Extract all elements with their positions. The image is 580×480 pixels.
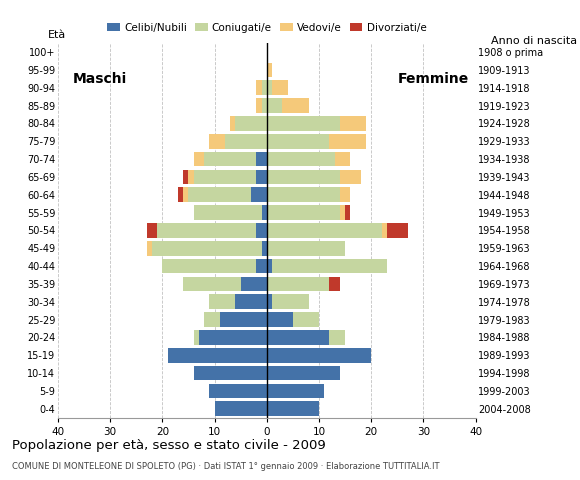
Bar bbox=[272, 259, 387, 274]
Bar bbox=[225, 134, 267, 149]
Bar bbox=[194, 330, 199, 345]
Bar bbox=[282, 98, 309, 113]
Bar bbox=[152, 241, 262, 255]
Bar bbox=[272, 294, 309, 309]
Bar bbox=[194, 152, 204, 167]
Bar bbox=[329, 330, 345, 345]
Bar bbox=[188, 169, 194, 184]
Bar bbox=[267, 401, 319, 416]
Bar bbox=[267, 169, 340, 184]
Bar bbox=[262, 241, 267, 255]
Bar bbox=[267, 62, 272, 77]
Bar bbox=[267, 223, 382, 238]
Bar bbox=[168, 348, 267, 362]
Bar bbox=[267, 259, 272, 274]
Bar bbox=[183, 169, 188, 184]
Bar bbox=[387, 223, 408, 238]
Bar bbox=[340, 205, 345, 220]
Bar bbox=[188, 187, 251, 202]
Bar bbox=[256, 81, 262, 95]
Bar bbox=[235, 116, 267, 131]
Bar bbox=[340, 169, 361, 184]
Bar bbox=[267, 366, 340, 380]
Bar bbox=[256, 169, 267, 184]
Bar bbox=[256, 223, 267, 238]
Text: Femmine: Femmine bbox=[398, 72, 469, 86]
Bar bbox=[183, 276, 241, 291]
Bar bbox=[178, 187, 183, 202]
Bar bbox=[267, 205, 340, 220]
Bar bbox=[215, 401, 267, 416]
Bar bbox=[335, 152, 350, 167]
Bar bbox=[251, 187, 267, 202]
Bar bbox=[329, 134, 366, 149]
Bar bbox=[340, 116, 366, 131]
Bar bbox=[209, 384, 267, 398]
Bar bbox=[157, 223, 256, 238]
Bar bbox=[267, 276, 329, 291]
Text: Anno di nascita: Anno di nascita bbox=[491, 36, 577, 46]
Bar bbox=[267, 152, 335, 167]
Bar bbox=[147, 223, 157, 238]
Bar bbox=[382, 223, 387, 238]
Bar bbox=[267, 384, 324, 398]
Text: Età: Età bbox=[48, 30, 66, 40]
Bar bbox=[340, 187, 350, 202]
Bar bbox=[241, 276, 267, 291]
Bar bbox=[267, 98, 282, 113]
Bar bbox=[267, 330, 329, 345]
Bar bbox=[235, 294, 267, 309]
Bar bbox=[147, 241, 152, 255]
Bar bbox=[267, 312, 293, 327]
Bar bbox=[267, 134, 329, 149]
Bar bbox=[209, 294, 235, 309]
Bar bbox=[230, 116, 235, 131]
Text: Popolazione per età, sesso e stato civile - 2009: Popolazione per età, sesso e stato civil… bbox=[12, 439, 325, 452]
Bar bbox=[256, 152, 267, 167]
Bar bbox=[204, 312, 220, 327]
Bar bbox=[272, 81, 288, 95]
Text: COMUNE DI MONTELEONE DI SPOLETO (PG) · Dati ISTAT 1° gennaio 2009 · Elaborazione: COMUNE DI MONTELEONE DI SPOLETO (PG) · D… bbox=[12, 462, 439, 471]
Bar bbox=[267, 116, 340, 131]
Bar bbox=[220, 312, 267, 327]
Bar bbox=[267, 294, 272, 309]
Bar bbox=[262, 81, 267, 95]
Bar bbox=[183, 187, 188, 202]
Bar bbox=[256, 259, 267, 274]
Bar bbox=[256, 98, 262, 113]
Bar bbox=[262, 98, 267, 113]
Bar bbox=[209, 134, 225, 149]
Bar bbox=[329, 276, 340, 291]
Bar bbox=[162, 259, 256, 274]
Text: Maschi: Maschi bbox=[72, 72, 127, 86]
Bar bbox=[199, 330, 267, 345]
Bar bbox=[293, 312, 319, 327]
Legend: Celibi/Nubili, Coniugati/e, Vedovi/e, Divorziati/e: Celibi/Nubili, Coniugati/e, Vedovi/e, Di… bbox=[103, 18, 430, 37]
Bar bbox=[267, 241, 345, 255]
Bar bbox=[267, 348, 371, 362]
Bar bbox=[194, 169, 256, 184]
Bar bbox=[194, 366, 267, 380]
Bar bbox=[267, 187, 340, 202]
Bar bbox=[194, 205, 262, 220]
Bar bbox=[267, 81, 272, 95]
Bar bbox=[345, 205, 350, 220]
Bar bbox=[204, 152, 256, 167]
Bar bbox=[262, 205, 267, 220]
